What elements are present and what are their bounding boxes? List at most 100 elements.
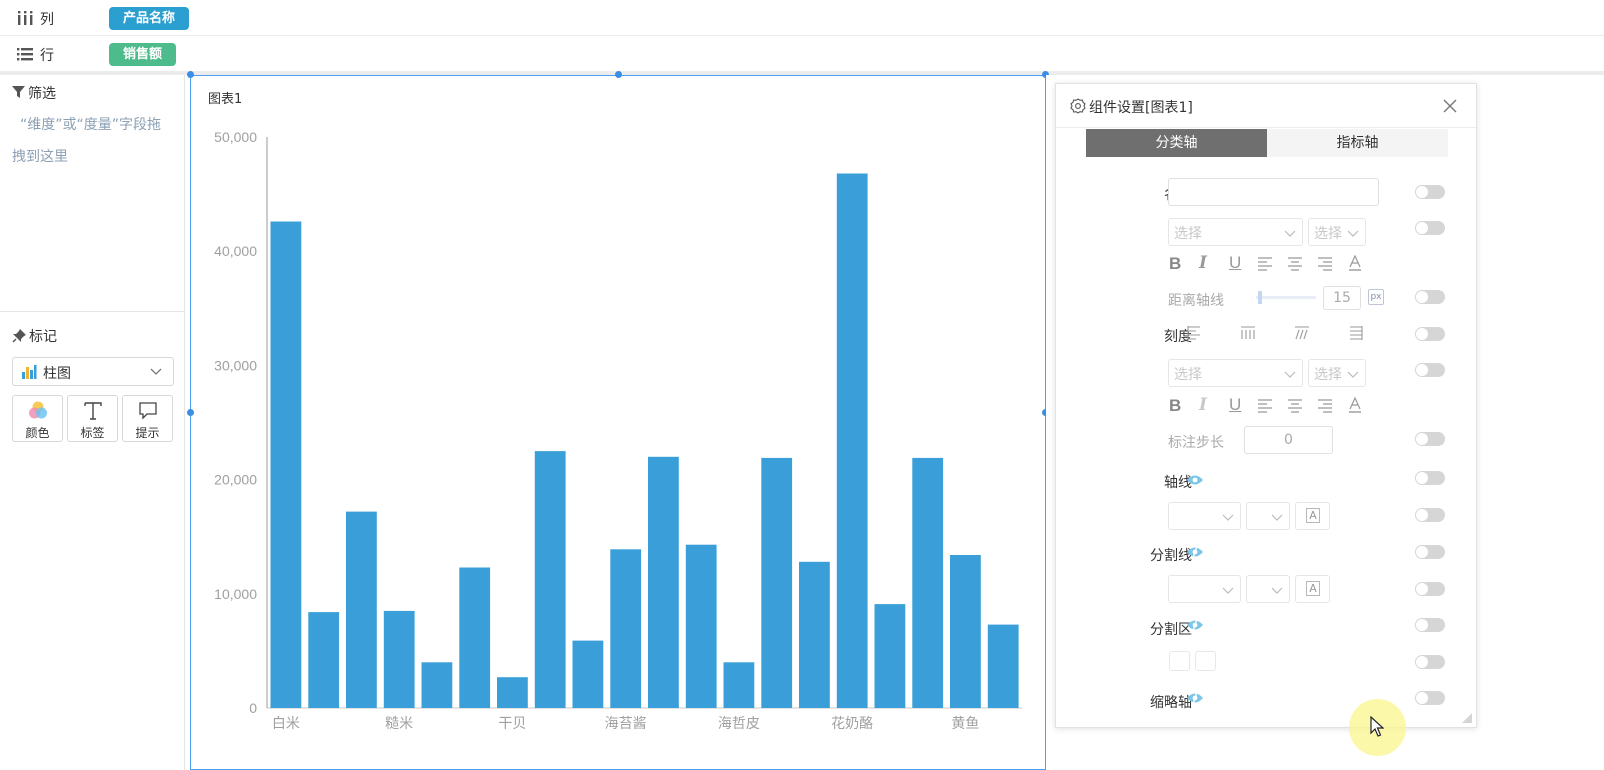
zoom-axis-label: 缩略轴 <box>1150 695 1192 711</box>
step-toggle[interactable] <box>1415 432 1445 446</box>
ticks-font-placeholder: 选择 <box>1174 367 1202 383</box>
tab-category-axis[interactable]: 分类轴 <box>1086 129 1267 157</box>
axis-line-style-toggle[interactable] <box>1415 508 1445 522</box>
align-right-icon[interactable] <box>1317 257 1333 271</box>
filter-section-title: 筛选 <box>12 83 56 103</box>
filter-icon <box>12 86 25 98</box>
px-unit-badge: px <box>1368 289 1384 305</box>
ticks-toggle[interactable] <box>1415 327 1445 341</box>
ticks-font-select[interactable]: 选择 <box>1168 359 1303 387</box>
label-mark-button[interactable]: 标签 <box>67 395 118 442</box>
split-line-color-button[interactable]: A <box>1295 575 1330 603</box>
step-input[interactable]: 0 <box>1244 426 1333 454</box>
bar-chart-icon <box>22 365 37 379</box>
color-mark-button[interactable]: 颜色 <box>12 395 63 442</box>
bar <box>950 555 981 708</box>
left-sidebar: 筛选 “维度”或“度量”字段拖拽到这里 标记 柱图 颜 <box>0 75 185 770</box>
align-right-icon[interactable] <box>1317 399 1333 413</box>
name-size-select[interactable]: 选择 <box>1308 218 1366 246</box>
tick-outside-icon[interactable] <box>1348 325 1364 341</box>
resize-handle-top-left[interactable] <box>187 71 194 78</box>
chart-type-select[interactable]: 柱图 <box>12 357 174 386</box>
bold-icon[interactable]: B <box>1169 254 1182 273</box>
bar <box>987 624 1019 708</box>
split-area-toggle[interactable] <box>1415 618 1445 632</box>
bold-icon[interactable]: B <box>1169 396 1182 415</box>
bar <box>497 677 528 708</box>
ticks-style-toggle[interactable] <box>1415 363 1445 377</box>
resize-handle-left[interactable] <box>187 409 194 416</box>
underline-icon[interactable]: U <box>1229 395 1242 414</box>
bar <box>912 457 944 708</box>
align-center-icon[interactable] <box>1287 257 1303 271</box>
tick-bottom-icon[interactable] <box>1240 325 1256 341</box>
chevron-down-icon <box>150 368 162 375</box>
font-color-icon[interactable] <box>1347 397 1363 413</box>
name-font-select[interactable]: 选择 <box>1168 218 1303 246</box>
tooltip-mark-button[interactable]: 提示 <box>122 395 173 442</box>
split-line-width-select[interactable] <box>1246 575 1290 603</box>
axis-name-input[interactable] <box>1168 178 1379 206</box>
distance-slider[interactable] <box>1256 291 1316 304</box>
rows-field-pill[interactable]: 销售额 <box>109 43 177 66</box>
italic-icon[interactable]: I <box>1199 395 1207 415</box>
resize-handle-right[interactable] <box>1042 409 1049 416</box>
chevron-down-icon <box>1284 230 1296 237</box>
distance-toggle[interactable] <box>1415 290 1445 304</box>
resize-handle-top[interactable] <box>615 71 622 78</box>
align-left-icon[interactable] <box>1257 257 1273 271</box>
distance-slider-thumb[interactable] <box>1258 291 1262 304</box>
step-label: 标注步长 <box>1168 435 1224 451</box>
columns-field-pill[interactable]: 产品名称 <box>109 7 190 30</box>
pin-icon <box>12 329 26 343</box>
rows-label: 行 <box>40 48 54 64</box>
chevron-down-icon <box>1347 230 1359 237</box>
italic-icon[interactable]: I <box>1199 253 1207 273</box>
split-line-toggle[interactable] <box>1415 545 1445 559</box>
resize-grip-icon[interactable] <box>1461 712 1473 724</box>
chevron-down-icon <box>1271 514 1283 521</box>
ticks-label: 刻度 <box>1164 329 1192 345</box>
chart-panel[interactable]: 图表1 0 10,000 20,000 30,000 40,000 50,000 白米 糙米 干… <box>190 75 1046 770</box>
split-area-color-2[interactable] <box>1195 651 1216 671</box>
tick-slant-icon[interactable] <box>1294 325 1310 341</box>
chevron-down-icon <box>1284 371 1296 378</box>
tooltip-bubble-icon <box>139 402 157 420</box>
split-area-style-toggle[interactable] <box>1415 655 1445 669</box>
split-area-color-1[interactable] <box>1169 651 1190 671</box>
label-mark-label: 标签 <box>80 426 105 440</box>
align-center-icon[interactable] <box>1287 399 1303 413</box>
underline-icon[interactable]: U <box>1229 253 1242 272</box>
bar <box>270 221 302 708</box>
resize-handle-top-right[interactable] <box>1042 71 1049 78</box>
font-color-icon[interactable] <box>1347 255 1363 271</box>
gear-icon <box>1070 98 1086 114</box>
align-left-icon[interactable] <box>1257 399 1273 413</box>
tab-value-axis[interactable]: 指标轴 <box>1267 129 1448 157</box>
bar <box>572 640 604 708</box>
y-tick-label: 30,000 <box>214 357 257 373</box>
name-font-placeholder: 选择 <box>1174 226 1202 242</box>
bar <box>761 457 793 708</box>
filter-drop-zone[interactable]: “维度”或“度量”字段拖拽到这里 <box>12 117 162 165</box>
axis-line-toggle[interactable] <box>1415 471 1445 485</box>
axis-line-width-select[interactable] <box>1246 502 1290 530</box>
eye-slash-icon[interactable] <box>1186 546 1204 558</box>
ticks-size-select[interactable]: 选择 <box>1308 359 1366 387</box>
close-icon[interactable] <box>1442 98 1458 114</box>
columns-shelf: 列 产品名称 <box>0 0 1604 36</box>
split-line-style-toggle[interactable] <box>1415 582 1445 596</box>
split-line-style-select[interactable] <box>1168 575 1241 603</box>
axis-line-style-select[interactable] <box>1168 502 1241 530</box>
name-toggle[interactable] <box>1415 185 1445 199</box>
axis-line-color-button[interactable]: A <box>1295 502 1330 530</box>
eye-icon[interactable] <box>1186 474 1204 486</box>
eye-slash-icon[interactable] <box>1186 692 1204 704</box>
mouse-cursor-icon <box>1370 716 1384 737</box>
eye-slash-icon[interactable] <box>1186 619 1204 631</box>
tick-inside-icon[interactable] <box>1186 325 1202 341</box>
distance-value[interactable]: 15 <box>1323 286 1361 310</box>
bar <box>534 451 566 708</box>
zoom-axis-toggle[interactable] <box>1415 691 1445 705</box>
name-style-toggle[interactable] <box>1415 221 1445 235</box>
